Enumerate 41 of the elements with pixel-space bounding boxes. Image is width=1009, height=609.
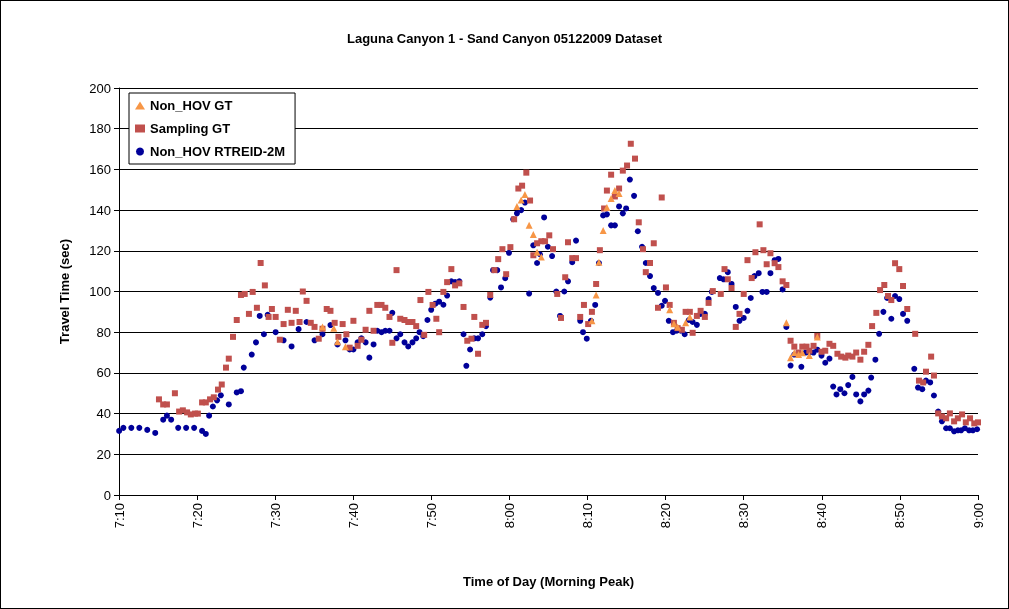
x-tick-label: 7:20 xyxy=(189,503,205,529)
point xyxy=(513,202,521,210)
y-tick-label: 180 xyxy=(89,121,111,137)
chart-title: Laguna Canyon 1 - Sand Canyon 05122009 Dataset xyxy=(347,31,663,46)
point xyxy=(787,354,795,362)
point xyxy=(525,221,533,229)
x-tick-label: 8:40 xyxy=(814,503,830,529)
x-tick-label: 8:10 xyxy=(580,503,596,529)
point xyxy=(599,226,607,234)
y-axis-title: Travel Time (sec) xyxy=(57,238,72,345)
point xyxy=(330,324,338,332)
point xyxy=(611,187,619,195)
y-tick-label: 140 xyxy=(89,202,111,218)
legend-label: Non_HOV GT xyxy=(150,98,233,113)
x-tick-label: 7:10 xyxy=(111,503,127,529)
y-tick-label: 20 xyxy=(96,446,111,462)
legend-label: Sampling GT xyxy=(150,121,231,136)
y-tick-label: 160 xyxy=(89,161,111,177)
legend-label: Non_HOV RTREID-2M xyxy=(150,144,286,159)
y-tick-label: 200 xyxy=(89,80,111,96)
point xyxy=(521,190,529,198)
x-tick-label: 8:30 xyxy=(736,503,752,529)
x-tick-label: 8:20 xyxy=(658,503,674,529)
x-tick-label: 7:30 xyxy=(267,503,283,529)
point xyxy=(805,352,813,360)
x-axis-title: Time of Day (Morning Peak) xyxy=(463,574,634,589)
y-tick-label: 120 xyxy=(89,243,111,259)
point xyxy=(615,189,623,197)
y-tick-label: 80 xyxy=(96,324,111,340)
y-tick-label: 40 xyxy=(96,406,111,422)
x-tick-label: 7:40 xyxy=(345,503,361,529)
point xyxy=(607,195,615,202)
x-tick-label: 9:00 xyxy=(970,503,986,529)
y-tick-label: 0 xyxy=(103,487,111,503)
point xyxy=(341,343,349,351)
x-tick-label: 7:50 xyxy=(423,503,439,529)
x-tick-label: 8:50 xyxy=(892,503,908,529)
y-tick-label: 60 xyxy=(96,365,111,381)
point xyxy=(529,231,537,239)
x-tick-label: 8:00 xyxy=(501,503,517,529)
y-tick-label: 100 xyxy=(89,284,111,299)
